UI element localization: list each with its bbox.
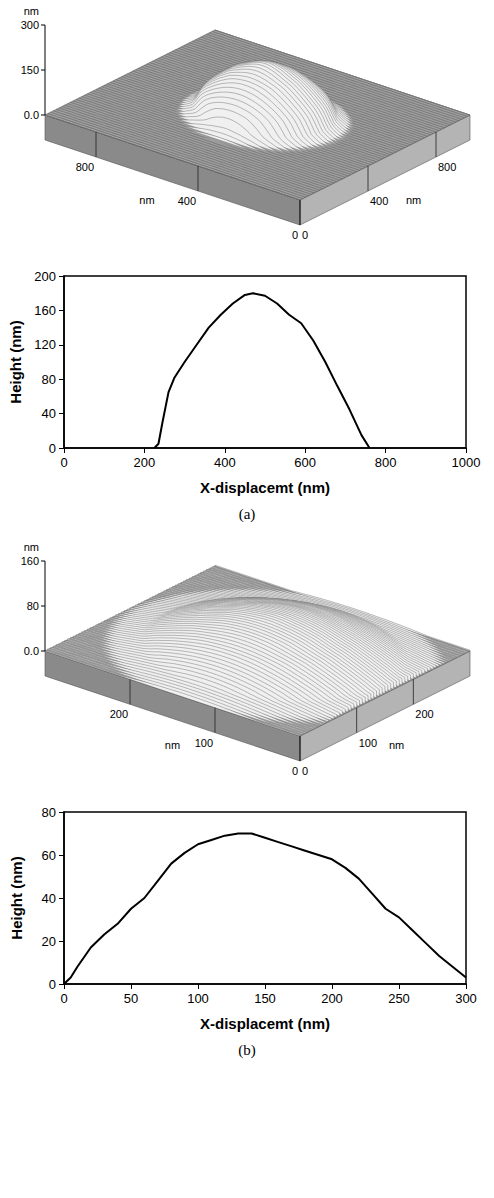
html-text:(a): (a)	[238, 506, 256, 522]
svg-text:nm: nm	[24, 5, 39, 17]
svg-text:150: 150	[21, 64, 39, 76]
svg-text:nm: nm	[389, 739, 404, 751]
svg-text:0: 0	[302, 765, 308, 777]
svg-text:1000: 1000	[452, 455, 481, 470]
svg-text:150: 150	[254, 991, 276, 1006]
svg-text:nm: nm	[406, 194, 421, 206]
svg-text:0: 0	[60, 455, 67, 470]
svg-text:0: 0	[49, 977, 56, 992]
svg-text:100: 100	[187, 991, 209, 1006]
svg-text:160: 160	[34, 303, 56, 318]
svg-text:800: 800	[438, 161, 456, 173]
svg-text:40: 40	[42, 891, 56, 906]
svg-text:Height (nm): Height (nm)	[8, 856, 25, 939]
svg-text:0: 0	[60, 991, 67, 1006]
svg-text:0: 0	[49, 441, 56, 456]
svg-text:0: 0	[292, 765, 298, 777]
svg-text:60: 60	[42, 848, 56, 863]
svg-text:nm: nm	[139, 194, 154, 206]
svg-text:200: 200	[134, 455, 156, 470]
svg-text:0.0: 0.0	[24, 645, 39, 657]
svg-text:nm: nm	[165, 739, 180, 751]
svg-text:250: 250	[388, 991, 410, 1006]
svg-text:300: 300	[455, 991, 477, 1006]
svg-text:300: 300	[21, 19, 39, 31]
svg-text:800: 800	[375, 455, 397, 470]
svg-text:80: 80	[42, 372, 56, 387]
svg-text:400: 400	[370, 195, 388, 207]
svg-text:50: 50	[124, 991, 138, 1006]
html-text:(b): (b)	[238, 1042, 256, 1058]
svg-text:0: 0	[292, 229, 298, 241]
svg-text:120: 120	[34, 337, 56, 352]
svg-text:200: 200	[34, 269, 56, 284]
svg-text:0: 0	[302, 229, 308, 241]
svg-text:0.0: 0.0	[24, 109, 39, 121]
svg-text:600: 600	[294, 455, 316, 470]
svg-text:nm: nm	[24, 541, 39, 553]
svg-text:80: 80	[27, 600, 39, 612]
svg-text:160: 160	[21, 555, 39, 567]
svg-text:X-displacemt (nm): X-displacemt (nm)	[200, 1015, 330, 1032]
svg-text:800: 800	[76, 161, 94, 173]
svg-text:400: 400	[214, 455, 236, 470]
svg-text:X-displacemt (nm): X-displacemt (nm)	[200, 479, 330, 496]
svg-text:200: 200	[415, 708, 433, 720]
svg-text:200: 200	[110, 708, 128, 720]
svg-text:20: 20	[42, 934, 56, 949]
svg-text:80: 80	[42, 805, 56, 820]
svg-text:100: 100	[359, 737, 377, 749]
svg-text:100: 100	[195, 737, 213, 749]
svg-text:Height (nm): Height (nm)	[7, 320, 24, 403]
svg-text:200: 200	[321, 991, 343, 1006]
svg-text:400: 400	[178, 195, 196, 207]
svg-text:40: 40	[42, 406, 56, 421]
